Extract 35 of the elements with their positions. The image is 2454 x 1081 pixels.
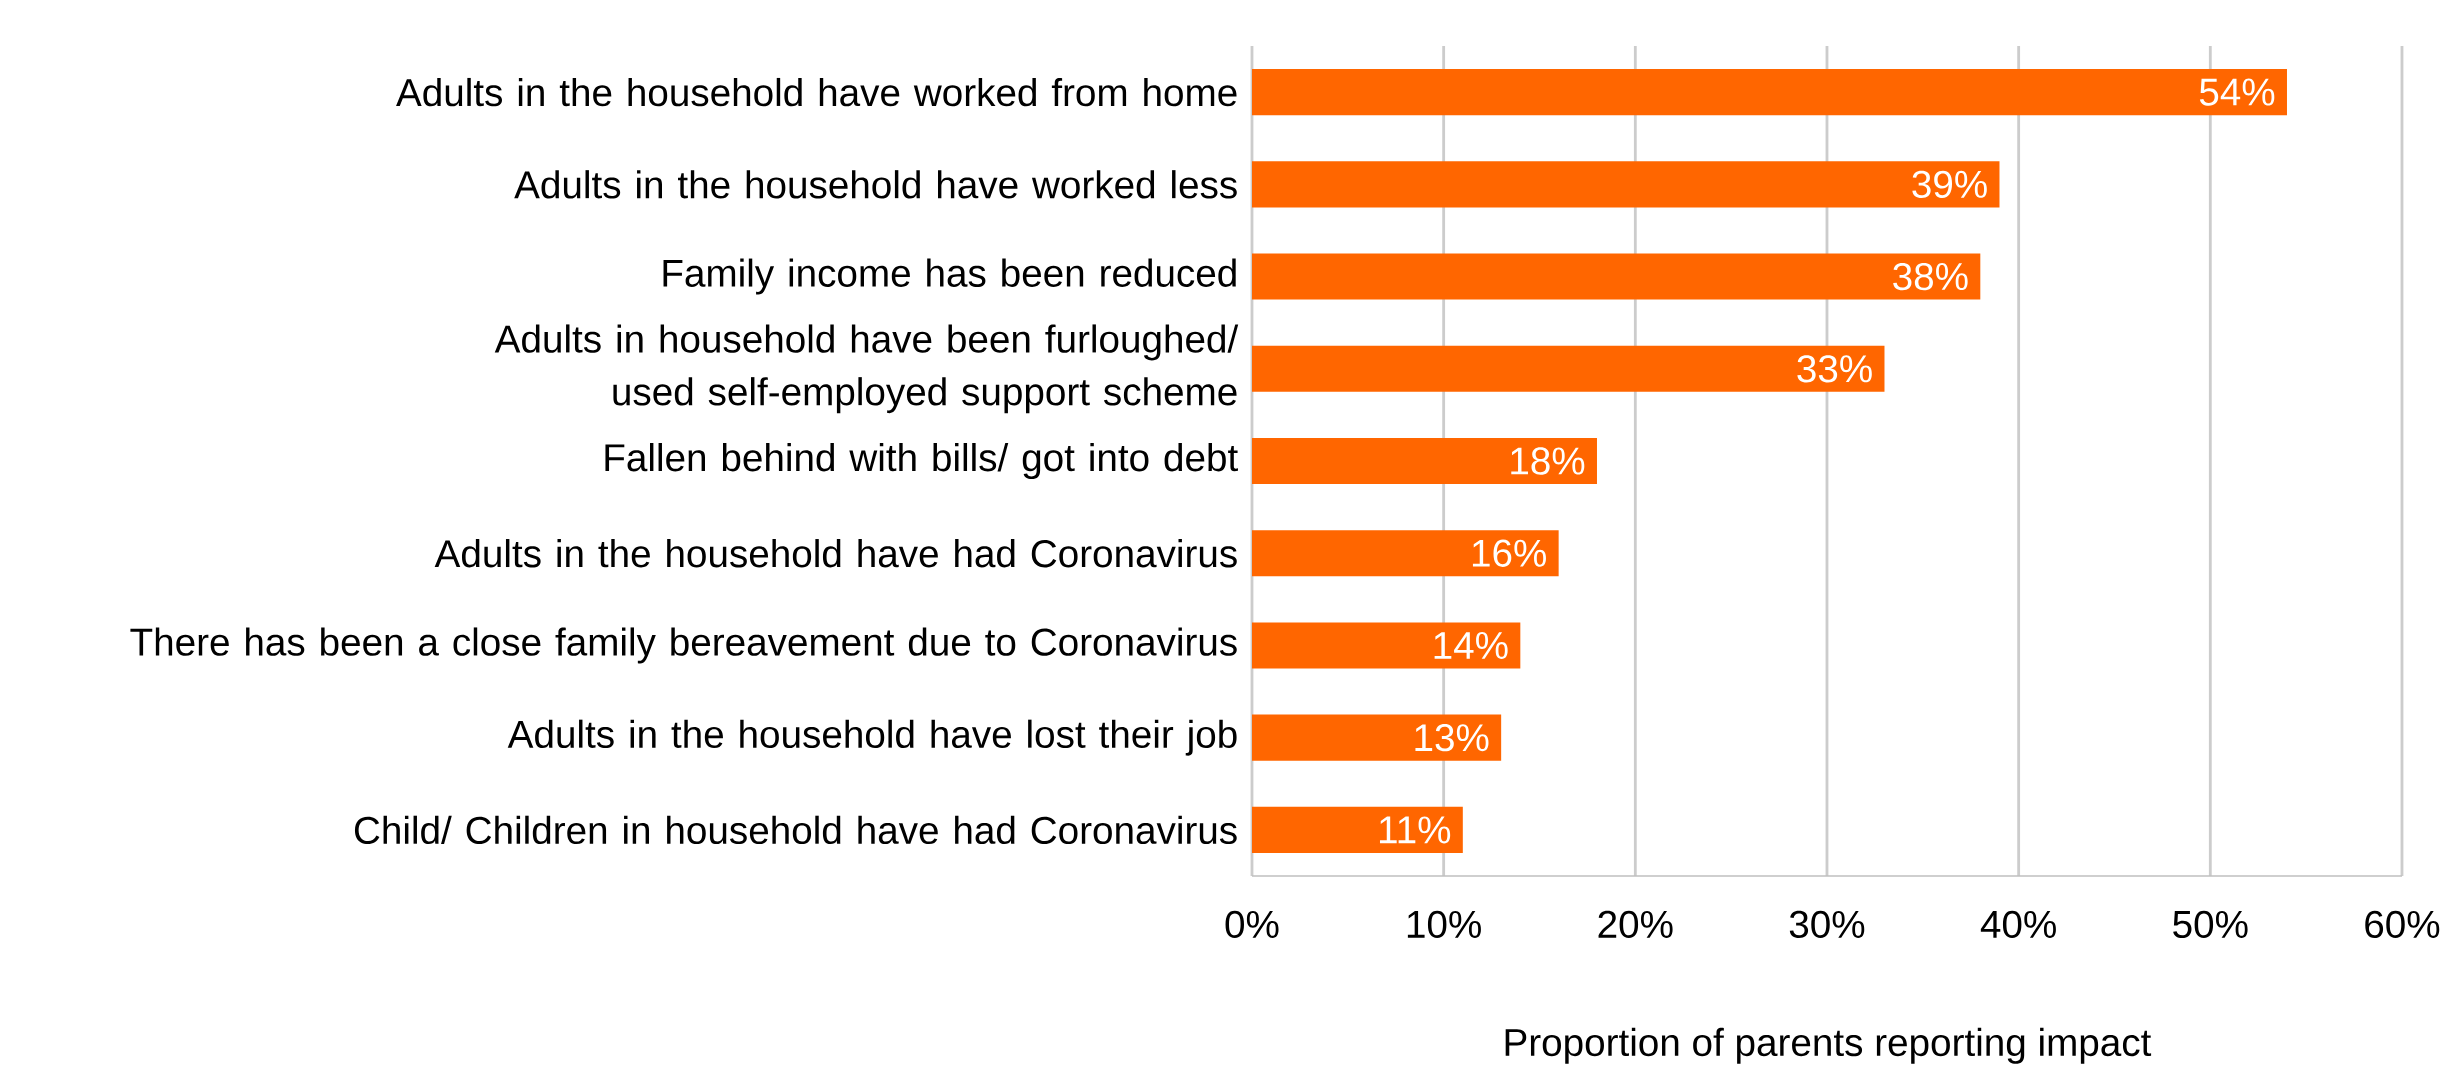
bar (1251, 437, 1597, 485)
y-tick-label: Adults in the household have lost their job (507, 719, 1237, 756)
bar (1251, 69, 2287, 116)
bar (1251, 345, 1885, 392)
y-tick-label: There has been a close family bereavement due to Coronavirus (130, 627, 1237, 664)
data-label: 14% (1434, 631, 1508, 659)
y-tick-label: Adults in the household have worked less (514, 170, 1237, 199)
x-axis-title: Proportion of parents reporting impact (1505, 1027, 2152, 1064)
bar (1251, 714, 1502, 761)
y-tick-label: Family income has been reduced (663, 258, 1236, 295)
y-tick-label: Child/ Children in household have had Coronavirus (354, 815, 1237, 845)
data-label: 33% (1797, 355, 1872, 383)
x-tick-label: 20% (1598, 910, 1673, 939)
data-label: 11% (1379, 816, 1451, 844)
data-label: 18% (1511, 447, 1585, 475)
bar (1251, 622, 1521, 669)
x-tick-label: 10% (1407, 910, 1481, 939)
data-label: 16% (1472, 539, 1546, 567)
x-tick-label: 0% (1225, 910, 1279, 939)
x-tick-label: 30% (1789, 910, 1865, 939)
data-label: 39% (1912, 170, 1987, 199)
data-label: 54% (2199, 78, 2275, 106)
y-tick-label: Fallen behind with bills/ got into debt (605, 443, 1238, 479)
bar (1251, 253, 1981, 300)
y-tick-label: Adults in household have been furloughed/ used self-employed support scheme (494, 324, 1239, 414)
data-label: 13% (1415, 724, 1489, 752)
x-tick-label: 60% (2365, 910, 2440, 939)
bar (1251, 806, 1463, 853)
x-tick-label: 50% (2173, 910, 2248, 939)
y-tick-label: Adults in the household have worked from home (396, 77, 1237, 107)
bar (1251, 530, 1559, 577)
bar (1251, 161, 2000, 208)
x-tick-label: 40% (1980, 910, 2056, 939)
data-label: 38% (1893, 262, 1968, 291)
y-tick-label: Adults in the household have had Coronavirus (434, 539, 1237, 568)
